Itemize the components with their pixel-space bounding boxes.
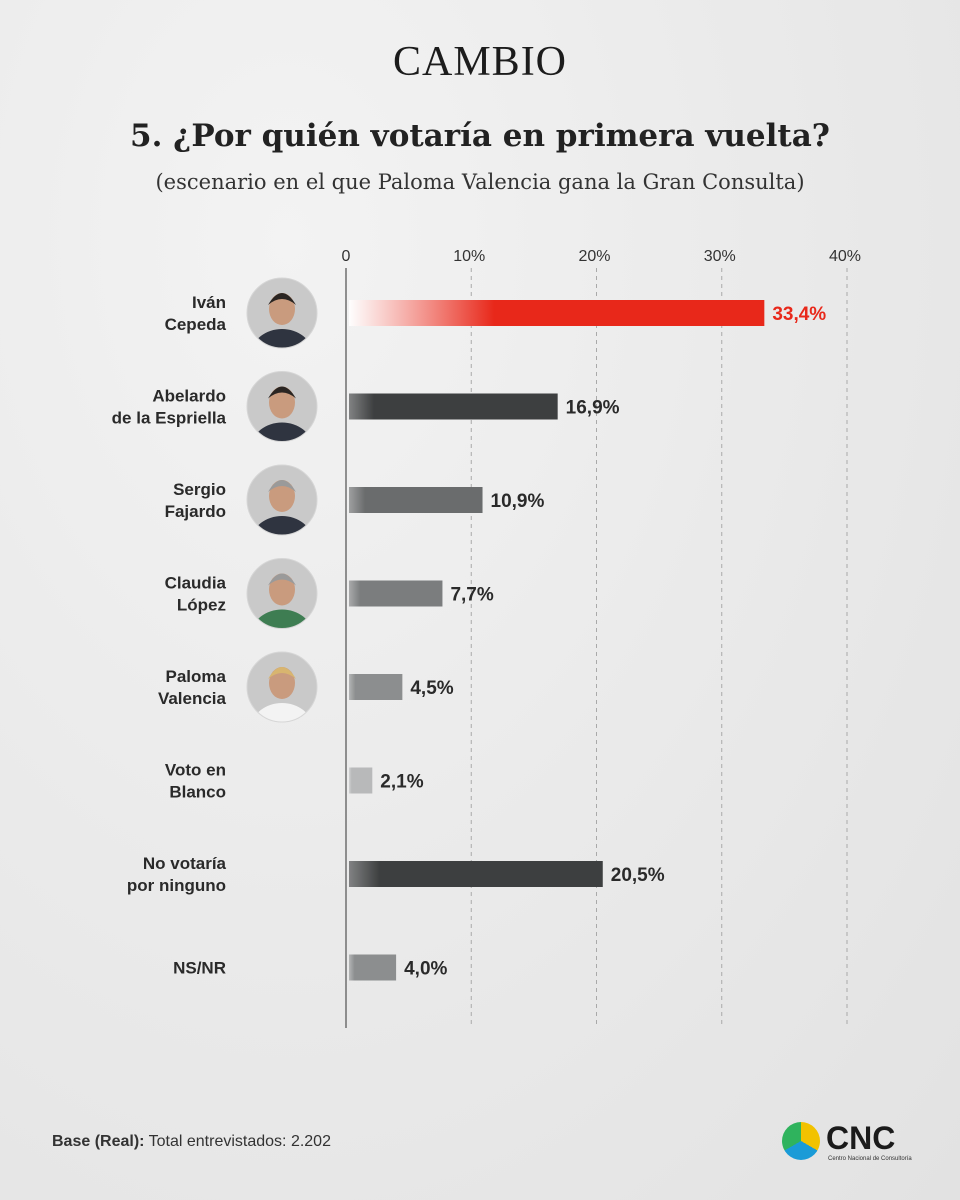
cnc-logo: CNC Centro Nacional de Consultoría [782, 1118, 912, 1168]
cnc-logo-icon [782, 1122, 820, 1160]
chart-subtitle: (escenario en el que Paloma Valencia gan… [155, 170, 805, 194]
category-label: Voto en Blanco [165, 761, 226, 802]
cnc-logo-text: CNC [826, 1120, 896, 1156]
base-text: Total entrevistados: 2.202 [148, 1133, 331, 1150]
category-label-line: Valencia [158, 689, 227, 708]
category-label: Abelardo de la Espriella [112, 387, 227, 428]
category-label-line: Sergio [173, 480, 226, 499]
data-label: 7,7% [450, 585, 493, 606]
data-label: 33,4% [772, 304, 826, 325]
candidate-photo-avatar [246, 277, 318, 349]
data-label: 2,1% [380, 772, 423, 793]
candidate-photo-avatar [246, 558, 318, 629]
category-label-line: Voto en [165, 761, 226, 780]
category-label: NS/NR [173, 959, 226, 978]
category-label-line: Blanco [169, 783, 226, 802]
bar-sheen [349, 767, 373, 794]
category-label-line: Fajardo [165, 502, 226, 521]
category-label: Sergio Fajardo [165, 480, 226, 521]
category-label: Claudia López [165, 574, 227, 615]
bar [349, 300, 765, 326]
data-label: 10,9% [491, 491, 545, 512]
candidate-photo-avatar [246, 464, 318, 536]
candidate-photo-avatar [246, 371, 318, 442]
x-tick-label: 30% [704, 248, 736, 265]
bar-sheen [349, 580, 443, 607]
category-label: No votaría por ninguno [127, 854, 227, 895]
data-label: 4,0% [404, 959, 447, 980]
data-label: 16,9% [566, 398, 620, 419]
category-label-line: Iván [192, 293, 226, 312]
category-label-line: Cepeda [165, 315, 227, 334]
category-label-line: No votaría [143, 854, 227, 873]
data-label: 4,5% [410, 678, 453, 699]
x-tick-label: 40% [829, 248, 861, 265]
cnc-logo-subtext: Centro Nacional de Consultoría [828, 1156, 912, 1162]
x-tick-label: 0 [342, 248, 351, 265]
bar-sheen [349, 393, 558, 420]
category-label-line: López [177, 596, 226, 615]
data-label: 20,5% [611, 865, 665, 886]
bar-sheen [349, 954, 397, 981]
x-tick-label: 10% [453, 248, 485, 265]
chart-title: 5. ¿Por quién votaría en primera vuelta? [130, 118, 830, 154]
bar-sheen [349, 487, 483, 513]
category-label: Iván Cepeda [165, 293, 227, 334]
brand-logo: CAMBIO [392, 39, 568, 85]
category-label-line: Claudia [165, 574, 227, 593]
category-label-line: de la Espriella [112, 409, 227, 428]
x-tick-label: 20% [578, 248, 610, 265]
category-label-line: Abelardo [152, 387, 226, 406]
category-label: Paloma Valencia [158, 667, 227, 708]
category-label-line: Paloma [166, 667, 227, 686]
base-label: Base (Real): [52, 1133, 145, 1150]
candidate-photo-avatar [246, 651, 318, 723]
category-label-line: por ninguno [127, 876, 226, 895]
category-label-line: NS/NR [173, 959, 226, 978]
bar-sheen [349, 674, 403, 700]
bar-sheen [349, 861, 603, 887]
sample-base-note: Base (Real): Total entrevistados: 2.202 [52, 1133, 331, 1151]
